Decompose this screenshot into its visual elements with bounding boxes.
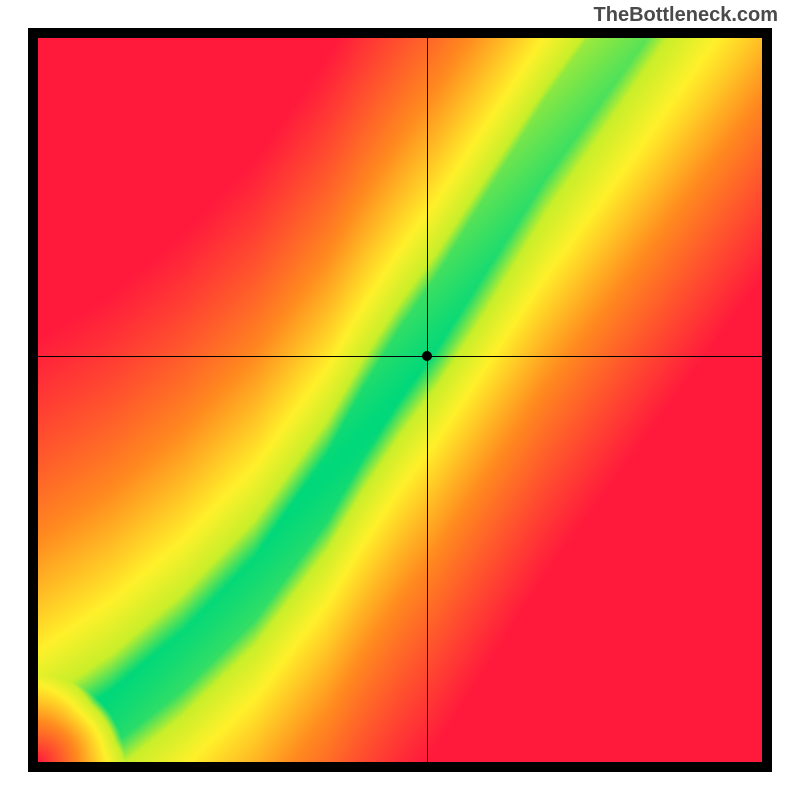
watermark-text: TheBottleneck.com — [594, 4, 778, 27]
plot-area — [28, 28, 772, 772]
crosshair-marker — [422, 351, 432, 361]
crosshair-vertical — [427, 38, 428, 762]
chart-container: TheBottleneck.com — [0, 0, 800, 800]
crosshair-horizontal — [38, 356, 762, 357]
heatmap-canvas-wrap — [38, 38, 762, 762]
heatmap-canvas — [38, 38, 762, 762]
